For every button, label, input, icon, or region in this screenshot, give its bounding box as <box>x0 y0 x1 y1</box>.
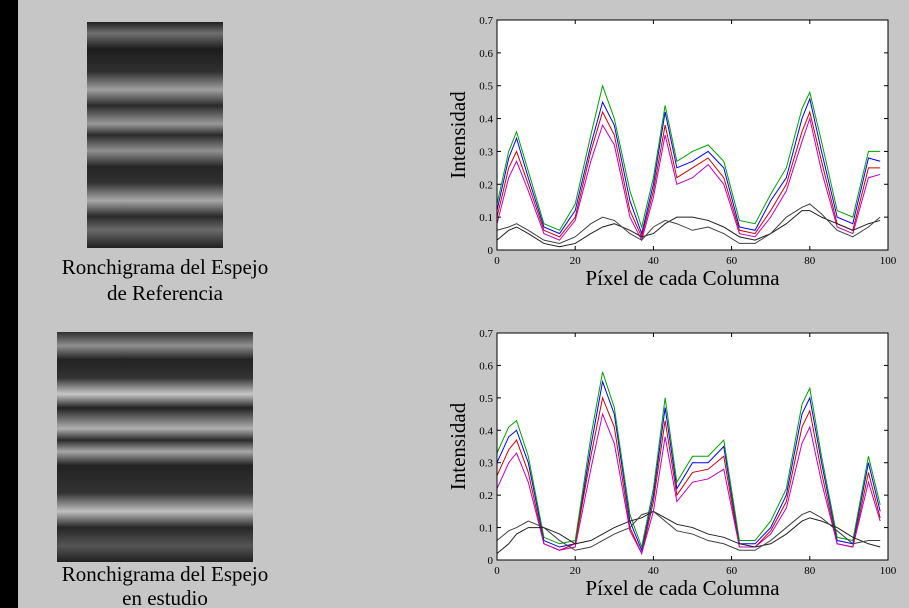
ronchigram-test <box>57 332 253 562</box>
y-tick-label: 0.1 <box>479 212 493 224</box>
series-line <box>497 203 881 244</box>
series-line <box>497 116 881 242</box>
y-axis-label: Intensidad <box>446 91 470 179</box>
plot-frame <box>496 19 889 251</box>
caption: en estudio <box>122 586 208 608</box>
y-axis-label: Intensidad <box>446 402 470 490</box>
y-tick-label: 0 <box>488 555 494 567</box>
series-line <box>497 83 881 231</box>
caption: Ronchigrama del Espejo <box>62 562 268 586</box>
series-line <box>497 210 881 248</box>
series-line <box>497 97 881 236</box>
x-tick-label: 0 <box>494 255 500 267</box>
x-tick-label: 0 <box>494 565 500 577</box>
x-tick-label: 40 <box>648 565 660 577</box>
x-axis-label: Píxel de cada Columna <box>585 576 780 600</box>
x-tick-label: 80 <box>804 565 816 577</box>
x-tick-label: 20 <box>570 565 582 577</box>
y-tick-label: 0.7 <box>479 15 493 27</box>
y-tick-label: 0.6 <box>479 360 493 372</box>
series-line <box>497 110 881 239</box>
y-tick-label: 0.3 <box>479 458 493 470</box>
x-tick-label: 80 <box>804 255 816 267</box>
plot-frame <box>496 332 889 561</box>
caption: de Referencia <box>107 281 224 305</box>
x-tick-label: 100 <box>880 565 897 577</box>
y-tick-label: 0.4 <box>479 114 493 126</box>
x-tick-label: 20 <box>570 255 582 267</box>
x-tick-label: 60 <box>726 255 738 267</box>
y-tick-label: 0.5 <box>479 81 493 93</box>
x-tick-label: 40 <box>648 255 660 267</box>
x-tick-label: 60 <box>726 565 738 577</box>
y-tick-label: 0.6 <box>479 48 493 60</box>
lines <box>497 83 881 248</box>
x-tick-label: 100 <box>880 255 897 267</box>
ronchigram-reference <box>87 22 223 248</box>
x-axis-label: Píxel de cada Columna <box>585 266 780 290</box>
y-tick-label: 0.7 <box>479 328 493 340</box>
plot-area <box>497 20 888 250</box>
series-line <box>497 510 881 554</box>
y-tick-label: 0.5 <box>479 393 493 405</box>
lines <box>497 371 881 556</box>
series-line <box>497 371 881 549</box>
y-tick-label: 0 <box>488 245 494 257</box>
left-bar <box>0 0 18 608</box>
y-tick-label: 0.2 <box>479 490 493 502</box>
series-line <box>497 510 881 551</box>
y-tick-label: 0.3 <box>479 146 493 158</box>
caption: Ronchigrama del Espejo <box>62 255 268 279</box>
plot-area <box>497 333 888 560</box>
series-line <box>497 412 881 555</box>
y-tick-label: 0.4 <box>479 425 493 437</box>
series-line <box>497 379 881 552</box>
y-tick-label: 0.2 <box>479 179 493 191</box>
y-tick-label: 0.1 <box>479 523 493 535</box>
